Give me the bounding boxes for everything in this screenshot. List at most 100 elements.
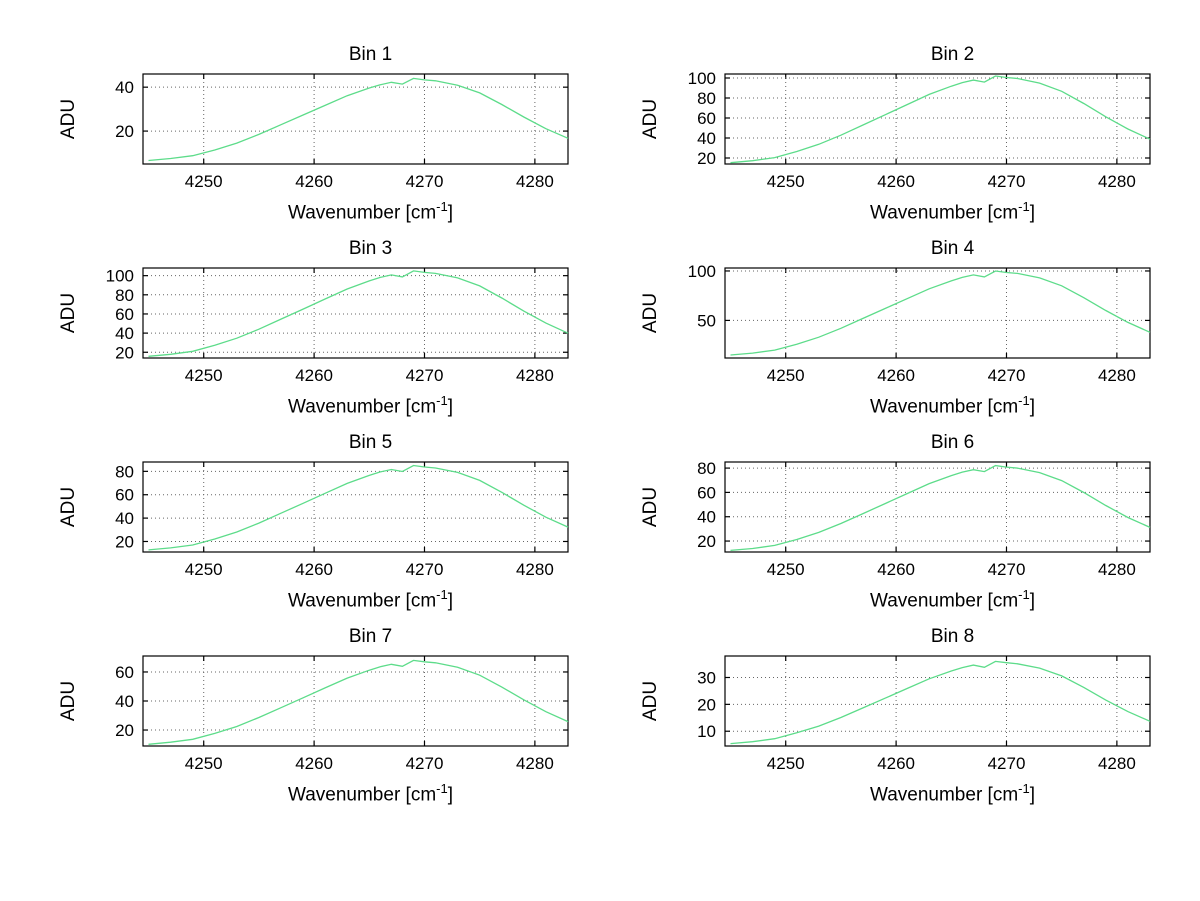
- x-axis-label-sup: -1: [1018, 199, 1030, 214]
- svg-text:20: 20: [115, 721, 134, 740]
- subplot-title: Bin 8: [930, 626, 975, 647]
- svg-text:4250: 4250: [767, 366, 805, 385]
- x-axis-label-close: ]: [1029, 784, 1035, 806]
- svg-text:4260: 4260: [295, 172, 333, 191]
- subplot-title: Bin 2: [930, 44, 975, 65]
- y-axis-label: ADU: [640, 99, 661, 139]
- x-axis-label-text: Wavenumber [cm: [287, 590, 437, 612]
- y-axis-label: ADU: [640, 681, 661, 721]
- plot-area: ADU 4250 4260 4270 4280 20 40: [58, 73, 569, 191]
- x-axis-label-close: ]: [447, 784, 453, 806]
- svg-text:100: 100: [688, 69, 716, 88]
- subplot-grid: Bin 1 ADU 4250 4260 4270 4280 20 40 Wavenumbe…: [58, 42, 1182, 808]
- x-axis-label-close: ]: [447, 590, 453, 612]
- x-axis-label-sup: -1: [436, 587, 448, 602]
- svg-text:4270: 4270: [406, 754, 444, 773]
- y-axis-label: ADU: [58, 99, 79, 139]
- plot-area: ADU 4250 4260 4270 4280 20 40 60: [58, 655, 569, 773]
- svg-text:4270: 4270: [988, 754, 1026, 773]
- svg-text:4260: 4260: [295, 754, 333, 773]
- svg-text:60: 60: [697, 483, 716, 502]
- svg-text:4260: 4260: [295, 560, 333, 579]
- svg-text:4250: 4250: [185, 754, 223, 773]
- svg-text:100: 100: [106, 267, 134, 286]
- x-axis-label-sup: -1: [1018, 393, 1030, 408]
- svg-text:4260: 4260: [877, 754, 915, 773]
- svg-text:60: 60: [115, 663, 134, 682]
- svg-text:20: 20: [697, 695, 716, 714]
- subplot-title: Bin 5: [348, 432, 393, 453]
- subplot-title: Bin 3: [348, 238, 393, 259]
- svg-text:4280: 4280: [1098, 172, 1136, 191]
- subplot-title: Bin 6: [930, 432, 975, 453]
- subplot-bin-4: Bin 4 ADU 4250 4260 4270 4280 50 100 Wavenumb…: [640, 236, 1180, 420]
- svg-text:100: 100: [688, 262, 716, 281]
- svg-text:4270: 4270: [988, 172, 1026, 191]
- x-axis-label: Wavenumber [cm-1]: [640, 776, 1180, 808]
- svg-text:4250: 4250: [185, 172, 223, 191]
- svg-text:4260: 4260: [295, 366, 333, 385]
- subplot-bin-8: Bin 8 ADU 4250 4260 4270 4280 10 20 30 Wavenum…: [640, 624, 1180, 808]
- x-axis-label: Wavenumber [cm-1]: [640, 194, 1180, 226]
- svg-text:60: 60: [115, 305, 134, 324]
- x-axis-label-close: ]: [447, 396, 453, 418]
- x-axis-label-text: Wavenumber [cm: [869, 784, 1019, 806]
- svg-text:80: 80: [697, 459, 716, 478]
- svg-text:20: 20: [115, 343, 134, 362]
- svg-text:30: 30: [697, 668, 716, 687]
- subplot-title: Bin 1: [348, 44, 393, 65]
- y-axis-label: ADU: [58, 487, 79, 527]
- svg-text:20: 20: [115, 532, 134, 551]
- subplot-bin-7: Bin 7 ADU 4250 4260 4270 4280 20 40 60 Wavenum…: [58, 624, 598, 808]
- svg-text:4270: 4270: [406, 172, 444, 191]
- svg-text:4250: 4250: [767, 172, 805, 191]
- subplot-bin-2: Bin 2 ADU 4250 4260 4270 4280 20 40 60 80 100 Wa…: [640, 42, 1180, 226]
- x-axis-label-text: Wavenumber [cm: [287, 396, 437, 418]
- x-axis-label-text: Wavenumber [cm: [287, 784, 437, 806]
- subplot-bin-6: Bin 6 ADU 4250 4260 4270 4280 20 40 60 80 Waven…: [640, 430, 1180, 614]
- y-axis-label: ADU: [640, 293, 661, 333]
- plot-area: ADU 4250 4260 4270 4280 50 100: [640, 262, 1151, 385]
- x-axis-label-close: ]: [1029, 396, 1035, 418]
- x-axis-label-sup: -1: [436, 781, 448, 796]
- x-axis-label: Wavenumber [cm-1]: [640, 582, 1180, 614]
- subplot-bin-1: Bin 1 ADU 4250 4260 4270 4280 20 40 Wavenumbe…: [58, 42, 598, 226]
- plot-contents: 4250 4260 4270 4280 50 100: [688, 262, 1151, 385]
- y-axis-label: ADU: [58, 681, 79, 721]
- plot-contents: 4250 4260 4270 4280 20 40 60: [115, 655, 569, 773]
- svg-text:4250: 4250: [185, 366, 223, 385]
- svg-text:50: 50: [697, 311, 716, 330]
- svg-text:4260: 4260: [877, 172, 915, 191]
- svg-text:4280: 4280: [1098, 560, 1136, 579]
- plot-area: ADU 4250 4260 4270 4280 20 40 60 80: [640, 459, 1151, 579]
- plot-area: ADU 4250 4260 4270 4280 20 40 60 80: [58, 461, 569, 579]
- svg-text:4280: 4280: [1098, 366, 1136, 385]
- svg-text:4270: 4270: [988, 366, 1026, 385]
- x-axis-label-text: Wavenumber [cm: [287, 202, 437, 224]
- y-axis-label: ADU: [640, 487, 661, 527]
- svg-text:20: 20: [697, 149, 716, 168]
- x-axis-label: Wavenumber [cm-1]: [58, 194, 598, 226]
- svg-text:40: 40: [115, 324, 134, 343]
- svg-text:80: 80: [115, 286, 134, 305]
- x-axis-label-sup: -1: [1018, 781, 1030, 796]
- plot-contents: 4250 4260 4270 4280 20 40: [115, 73, 569, 191]
- svg-text:80: 80: [115, 462, 134, 481]
- svg-text:4280: 4280: [516, 560, 554, 579]
- svg-text:4280: 4280: [516, 366, 554, 385]
- svg-text:60: 60: [115, 486, 134, 505]
- svg-text:4280: 4280: [516, 172, 554, 191]
- subplot-title: Bin 4: [930, 238, 975, 259]
- svg-text:4250: 4250: [185, 560, 223, 579]
- svg-text:40: 40: [115, 78, 134, 97]
- x-axis-label-text: Wavenumber [cm: [869, 396, 1019, 418]
- svg-text:4280: 4280: [1098, 754, 1136, 773]
- plot-contents: 4250 4260 4270 4280 20 40 60 80: [697, 459, 1151, 579]
- x-axis-label: Wavenumber [cm-1]: [58, 388, 598, 420]
- svg-text:4270: 4270: [988, 560, 1026, 579]
- x-axis-label-close: ]: [1029, 590, 1035, 612]
